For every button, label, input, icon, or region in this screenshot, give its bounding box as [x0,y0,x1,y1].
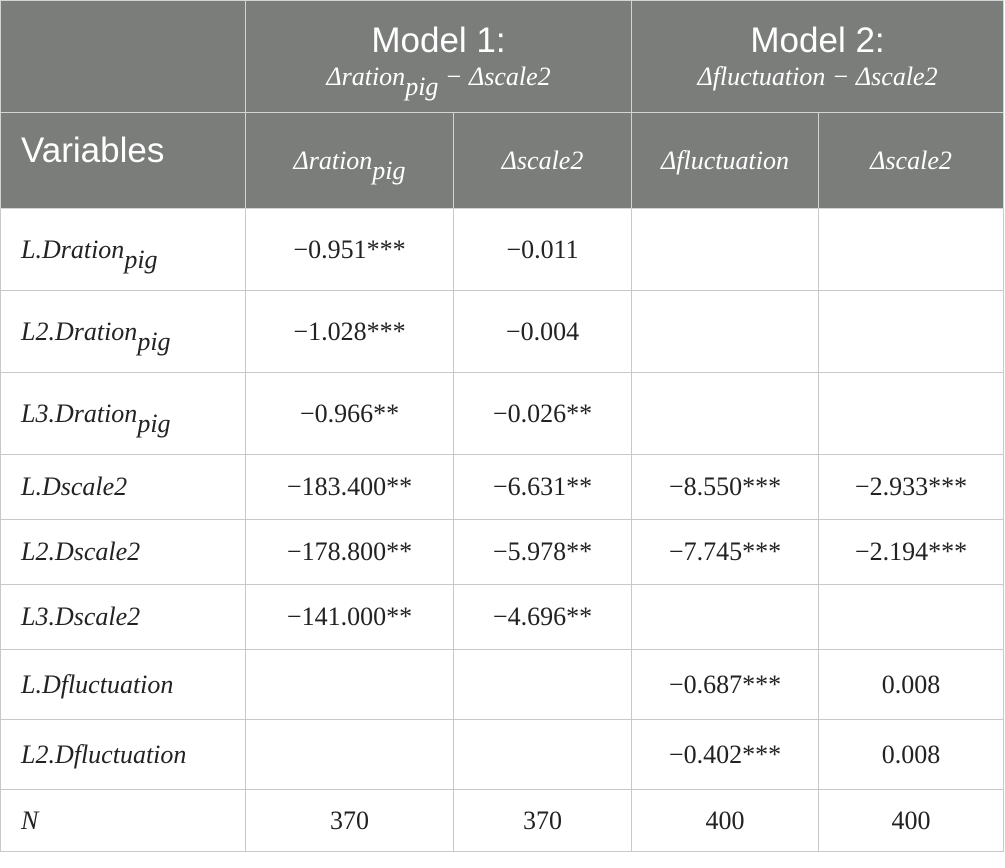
table-cell: −178.800** [245,519,454,585]
table-cell: 370 [245,789,454,852]
table-cell: −2.194*** [818,519,1005,585]
table-cell: −6.631** [452,454,633,520]
row-variable: L3.Drationpig [0,372,246,455]
table-row: L3.Dscale2 −141.000** −4.696** [0,584,1005,650]
variables-header: Variables [0,112,246,209]
subcol-header-2: Δscale2 [452,112,633,209]
table-row: L2.Dscale2 −178.800** −5.978** −7.745***… [0,519,1005,585]
table-cell [818,584,1005,650]
row-variable: L2.Drationpig [0,290,246,373]
table-cell: 400 [818,789,1005,852]
table-row-n: N 370 370 400 400 [0,789,1005,852]
model1-subtitle-a: Δration [326,61,406,91]
model1-title: Model 1: [371,20,506,60]
header-row-subcols: Variables Δrationpig Δscale2 Δfluctuatio… [0,112,1005,209]
table-cell: −1.028*** [245,290,454,373]
table-cell [631,584,820,650]
model1-header: Model 1: Δrationpig − Δscale2 [244,0,633,113]
table-cell: 400 [631,789,820,852]
subcol-header-1: Δrationpig [245,112,454,209]
header-row-models: Model 1: Δrationpig − Δscale2 Model 2: Δ… [0,0,1005,113]
row-variable: L2.Dfluctuation [0,719,246,790]
model1-subtitle: Δrationpig − Δscale2 [246,61,631,101]
table-cell [631,372,820,455]
row-variable: L2.Dscale2 [0,519,246,585]
table-cell: −0.687*** [631,649,820,720]
row-variable: L3.Dscale2 [0,584,246,650]
row-variable: L.Drationpig [0,208,246,291]
table-row: L.Dfluctuation −0.687*** 0.008 [0,649,1005,720]
model2-subtitle: Δfluctuation − Δscale2 [697,61,938,91]
table-cell: −2.933*** [818,454,1005,520]
table-row: L3.Drationpig −0.966** −0.026** [0,372,1005,455]
table-row: L2.Dfluctuation −0.402*** 0.008 [0,719,1005,790]
table-cell [818,290,1005,373]
table-cell: −0.966** [245,372,454,455]
subcol-header-3: Δfluctuation [631,112,820,209]
table-cell [631,290,820,373]
table-cell: 0.008 [818,649,1005,720]
table-cell [631,208,820,291]
table-cell [818,372,1005,455]
table-cell [818,208,1005,291]
table-row: L2.Drationpig −1.028*** −0.004 [0,290,1005,373]
table-cell: −0.951*** [245,208,454,291]
table-cell [245,719,454,790]
table-cell: −0.011 [452,208,633,291]
model1-subtitle-b: − Δscale2 [438,61,551,91]
table-cell [452,719,633,790]
model1-subtitle-a-sub: pig [405,71,439,101]
table-cell: −5.978** [452,519,633,585]
header-empty-cell [0,0,246,113]
table-cell: −141.000** [245,584,454,650]
table-cell: −0.004 [452,290,633,373]
table-cell: −183.400** [245,454,454,520]
row-variable: L.Dfluctuation [0,649,246,720]
table-row: L.Dscale2 −183.400** −6.631** −8.550*** … [0,454,1005,520]
table-row: L.Drationpig −0.951*** −0.011 [0,208,1005,291]
table-cell: 370 [452,789,633,852]
model2-header: Model 2: Δfluctuation − Δscale2 [631,0,1005,113]
model2-title: Model 2: [750,20,885,60]
table-cell: −4.696** [452,584,633,650]
table-cell: 0.008 [818,719,1005,790]
table-cell: −8.550*** [631,454,820,520]
table-cell: −7.745*** [631,519,820,585]
table-cell [452,649,633,720]
table-cell: −0.026** [452,372,633,455]
row-variable: N [0,789,246,852]
row-variable: L.Dscale2 [0,454,246,520]
table-cell: −0.402*** [631,719,820,790]
subcol-header-4: Δscale2 [818,112,1005,209]
table-cell [245,649,454,720]
